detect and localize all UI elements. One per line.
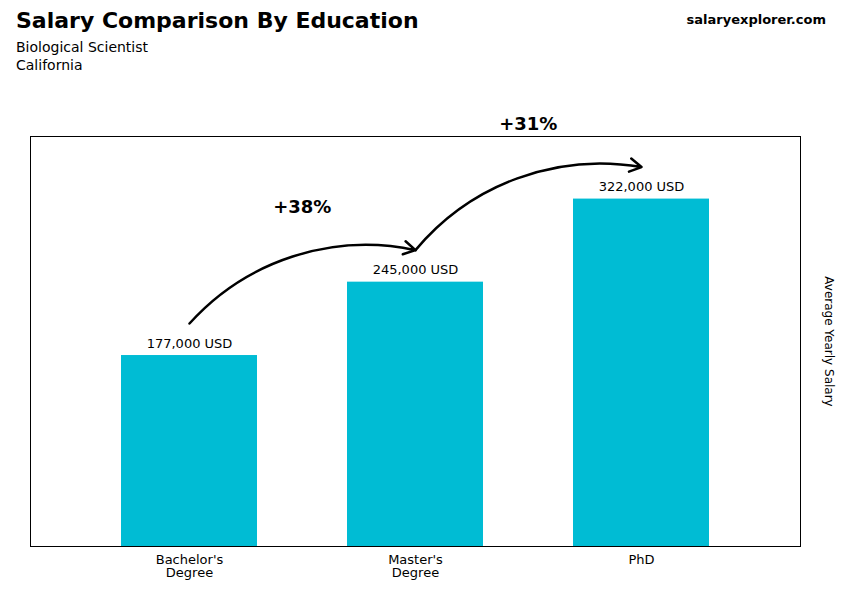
svg-text:Average Yearly Salary: Average Yearly Salary xyxy=(822,276,836,406)
html-text:Biological Scientist: Biological Scientist xyxy=(16,39,148,55)
svg-text:PhD: PhD xyxy=(628,552,654,567)
svg-text:245,000 USD: 245,000 USD xyxy=(373,262,459,277)
svg-text:Master'sDegree: Master'sDegree xyxy=(388,552,443,580)
html-text:Salary Comparison By Education: Salary Comparison By Education xyxy=(16,8,419,33)
svg-text:Bachelor'sDegree: Bachelor'sDegree xyxy=(156,552,224,580)
svg-text:322,000 USD: 322,000 USD xyxy=(599,179,685,194)
svg-text:+31%: +31% xyxy=(499,113,557,134)
svg-text:+38%: +38% xyxy=(273,196,331,217)
html-text:salaryexplorer.com: salaryexplorer.com xyxy=(686,12,826,27)
svg-text:177,000 USD: 177,000 USD xyxy=(147,336,233,351)
html-text:California: California xyxy=(16,57,83,73)
